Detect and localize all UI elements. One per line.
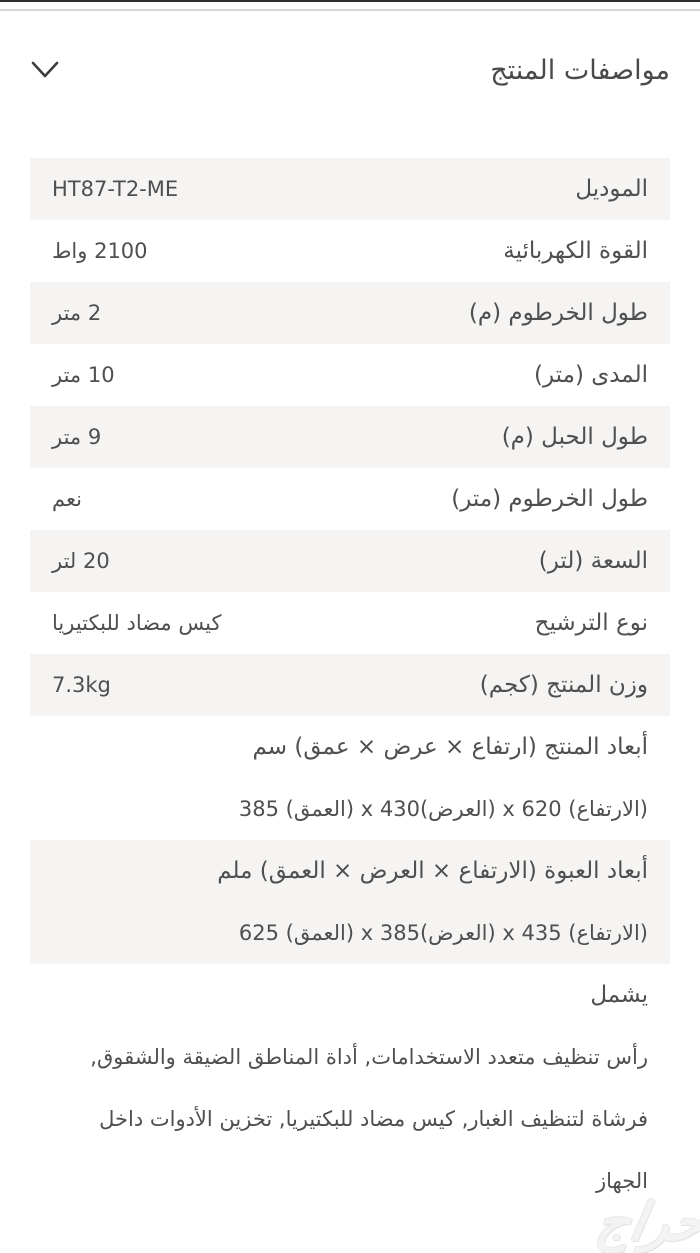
spec-row-cord-length: طول الحبل (م) 9 متر (30, 406, 670, 468)
spec-row-label: نوع الترشيح (534, 610, 648, 636)
spec-row-capacity: السعة (لتر) 20 لتر (30, 530, 670, 592)
section-header[interactable]: مواصفات المنتج (30, 0, 670, 94)
spec-row-range: المدى (متر) 10 متر (30, 344, 670, 406)
spec-row-product-dimensions: أبعاد المنتج (ارتفاع × عرض × عمق) سم (ال… (30, 716, 670, 840)
spec-row-label: وزن المنتج (كجم) (479, 672, 648, 698)
spec-row-label: القوة الكهربائية (503, 238, 648, 264)
includes-label: يشمل (590, 982, 648, 1008)
spec-row-value: كيس مضاد للبكتيريا (52, 611, 222, 635)
includes-text: رأس تنظيف متعدد الاستخدامات, أداة المناط… (90, 1045, 648, 1193)
spec-row-filtration-type: نوع الترشيح كيس مضاد للبكتيريا (30, 592, 670, 654)
chevron-down-icon[interactable] (30, 59, 60, 81)
spec-row-value: 10 متر (52, 363, 115, 387)
spec-row-value: 20 لتر (52, 549, 110, 573)
spec-row-label: طول الحبل (م) (501, 424, 648, 450)
spec-row-value: (الارتفاع) 435 x (العرض)385 x (العمق) 62… (238, 921, 648, 945)
spec-row-label: الموديل (575, 176, 648, 202)
spec-row-hose-length-m: طول الخرطوم (م) 2 متر (30, 282, 670, 344)
includes-section: يشمل رأس تنظيف متعدد الاستخدامات, أداة ا… (30, 964, 670, 1212)
spec-row-label: طول الخرطوم (م) (468, 300, 648, 326)
spec-row-label: السعة (لتر) (538, 548, 648, 574)
spec-table: الموديل HT87-T2-ME القوة الكهربائية 2100… (30, 158, 670, 1212)
spec-row-value: 2 متر (52, 301, 102, 325)
spec-row-value: 2100 واط (52, 239, 148, 263)
spec-row-label: طول الخرطوم (متر) (451, 486, 648, 512)
spec-row-label: أبعاد المنتج (ارتفاع × عرض × عمق) سم (252, 734, 649, 760)
spec-row-hose-length-meter: طول الخرطوم (متر) نعم (30, 468, 670, 530)
spec-row-package-dimensions: أبعاد العبوة (الارتفاع × العرض × العمق) … (30, 840, 670, 964)
top-edge-line (0, 0, 700, 2)
spec-row-weight: وزن المنتج (كجم) 7.3kg (30, 654, 670, 716)
section-top-divider (0, 9, 700, 11)
section-title: مواصفات المنتج (490, 54, 670, 86)
spec-row-value: (الارتفاع) 620 x (العرض)430 x (العمق) 38… (238, 797, 648, 821)
spec-row-value: نعم (52, 487, 82, 511)
spec-row-value: 9 متر (52, 425, 102, 449)
spec-row-label: المدى (متر) (534, 362, 648, 388)
spec-row-power: القوة الكهربائية 2100 واط (30, 220, 670, 282)
spec-row-value: HT87-T2-ME (52, 177, 179, 201)
spec-row-label: أبعاد العبوة (الارتفاع × العرض × العمق) … (217, 858, 648, 884)
spec-row-value: 7.3kg (52, 673, 111, 697)
spec-row-model: الموديل HT87-T2-ME (30, 158, 670, 220)
